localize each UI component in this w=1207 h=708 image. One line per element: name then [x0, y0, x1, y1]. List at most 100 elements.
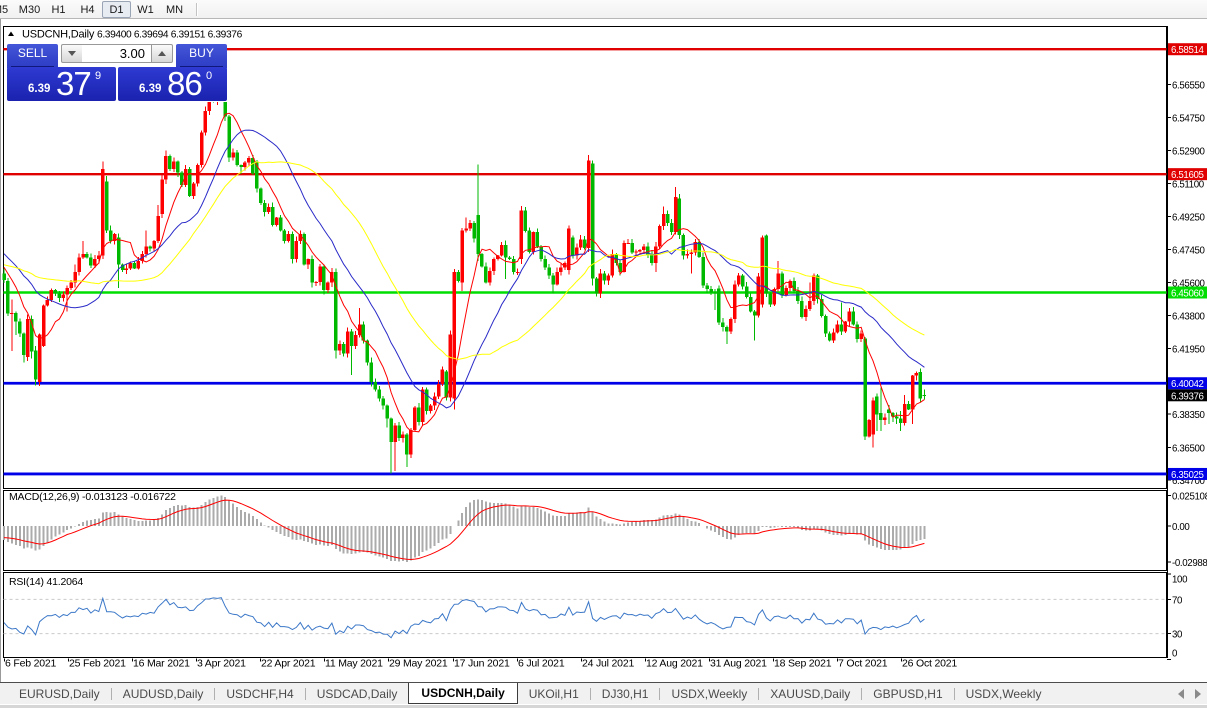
- candle-body[interactable]: [231, 152, 235, 158]
- candle-body[interactable]: [334, 271, 338, 351]
- chart-tab-usdcad-3[interactable]: USDCAD,Daily: [316, 686, 398, 701]
- timeframe-button-d1[interactable]: D1: [102, 1, 131, 18]
- candle-body[interactable]: [417, 407, 421, 422]
- candle-body[interactable]: [515, 271, 520, 273]
- candle-body[interactable]: [409, 430, 413, 455]
- candle-body[interactable]: [883, 417, 887, 421]
- candle-body[interactable]: [575, 247, 579, 256]
- candle-body[interactable]: [428, 405, 433, 412]
- candle-body[interactable]: [89, 257, 93, 266]
- buy-button[interactable]: BUY: [176, 44, 227, 68]
- candle-body[interactable]: [101, 168, 105, 256]
- candle-body[interactable]: [902, 403, 907, 423]
- candle-body[interactable]: [879, 412, 883, 421]
- candle-body[interactable]: [195, 165, 200, 184]
- candle-body[interactable]: [610, 253, 615, 276]
- candle-body[interactable]: [551, 275, 555, 285]
- candle-body[interactable]: [349, 331, 354, 347]
- candle-body[interactable]: [539, 246, 543, 260]
- candle-body[interactable]: [922, 394, 927, 396]
- candle-body[interactable]: [867, 420, 871, 437]
- timeframe-button-m5[interactable]: M5: [0, 3, 9, 16]
- candle-body[interactable]: [594, 278, 599, 294]
- candle-body[interactable]: [499, 244, 504, 256]
- candle-body[interactable]: [582, 239, 587, 248]
- candle-body[interactable]: [598, 273, 603, 294]
- symbol-collapse-icon[interactable]: [8, 31, 14, 37]
- sell-price-box[interactable]: 6.39 37 9: [7, 65, 116, 102]
- chart-tab-xauusd-8[interactable]: XAUUSD,Daily: [770, 686, 851, 701]
- candle-body[interactable]: [555, 271, 559, 285]
- candle-body[interactable]: [705, 285, 709, 289]
- candle-body[interactable]: [452, 271, 457, 399]
- candle-body[interactable]: [622, 242, 626, 272]
- candle-body[interactable]: [381, 398, 385, 406]
- candle-body[interactable]: [843, 321, 848, 332]
- candle-body[interactable]: [235, 152, 239, 166]
- candle-body[interactable]: [282, 230, 287, 242]
- candle-body[interactable]: [73, 271, 77, 283]
- candle-body[interactable]: [81, 253, 85, 258]
- candle-body[interactable]: [567, 228, 571, 271]
- candle-body[interactable]: [345, 331, 350, 354]
- candle-body[interactable]: [65, 288, 69, 295]
- candle-body[interactable]: [294, 241, 299, 260]
- candle-body[interactable]: [156, 215, 160, 242]
- candle-body[interactable]: [808, 300, 812, 309]
- candle-body[interactable]: [369, 362, 374, 383]
- candle-body[interactable]: [10, 312, 14, 314]
- candle-body[interactable]: [910, 375, 915, 410]
- candle-body[interactable]: [697, 242, 701, 258]
- chart-tab-usdx-10[interactable]: USDX,Weekly: [965, 686, 1042, 701]
- candle-body[interactable]: [823, 316, 828, 334]
- candle-body[interactable]: [476, 214, 480, 254]
- candle-body[interactable]: [172, 161, 176, 169]
- candle-body[interactable]: [835, 324, 840, 333]
- chart-tab-gbpusd-9[interactable]: GBPUSD,H1: [873, 686, 943, 701]
- candle-body[interactable]: [456, 271, 461, 281]
- candle-body[interactable]: [543, 259, 547, 268]
- candle-body[interactable]: [53, 289, 58, 294]
- candle-body[interactable]: [69, 282, 73, 289]
- candle-body[interactable]: [37, 334, 42, 383]
- candle-body[interactable]: [800, 300, 804, 318]
- chart-tab-eurusd-0[interactable]: EURUSD,Daily: [19, 686, 100, 701]
- candle-body[interactable]: [29, 318, 34, 352]
- volume-increase-button[interactable]: [151, 44, 173, 63]
- candle-body[interactable]: [405, 434, 409, 455]
- candle-body[interactable]: [128, 262, 133, 269]
- candle-body[interactable]: [488, 270, 492, 283]
- candle-body[interactable]: [124, 268, 129, 271]
- candle-body[interactable]: [819, 299, 824, 317]
- candle-body[interactable]: [266, 206, 271, 213]
- candle-body[interactable]: [717, 288, 721, 323]
- chart-tab-usdchf-2[interactable]: USDCHF,H4: [226, 686, 294, 701]
- candle-body[interactable]: [650, 254, 654, 263]
- candle-body[interactable]: [665, 214, 670, 224]
- candle-body[interactable]: [444, 371, 449, 398]
- candle-body[interactable]: [468, 223, 472, 229]
- chart-tab-audusd-1[interactable]: AUDUSD,Daily: [122, 686, 204, 701]
- candle-body[interactable]: [385, 405, 389, 419]
- candle-body[interactable]: [875, 396, 879, 415]
- candle-body[interactable]: [898, 418, 903, 423]
- chart-tab-usdx-7[interactable]: USDX,Weekly: [671, 686, 748, 701]
- candle-body[interactable]: [578, 239, 583, 248]
- candle-body[interactable]: [85, 253, 89, 258]
- candle-body[interactable]: [152, 241, 156, 249]
- candle-body[interactable]: [41, 305, 46, 347]
- candle-body[interactable]: [330, 271, 334, 283]
- candle-body[interactable]: [14, 312, 18, 322]
- candle-body[interactable]: [693, 242, 698, 253]
- candle-body[interactable]: [851, 311, 856, 325]
- candle-body[interactable]: [22, 333, 26, 356]
- tab-scroll-left-icon[interactable]: [1178, 689, 1184, 699]
- candle-body[interactable]: [203, 110, 208, 133]
- candle-body[interactable]: [180, 172, 184, 186]
- candle-body[interactable]: [207, 99, 212, 111]
- candle-body[interactable]: [274, 217, 279, 225]
- candle-body[interactable]: [480, 253, 484, 267]
- candle-body[interactable]: [373, 382, 378, 390]
- candle-body[interactable]: [701, 257, 705, 286]
- candle-body[interactable]: [796, 290, 800, 301]
